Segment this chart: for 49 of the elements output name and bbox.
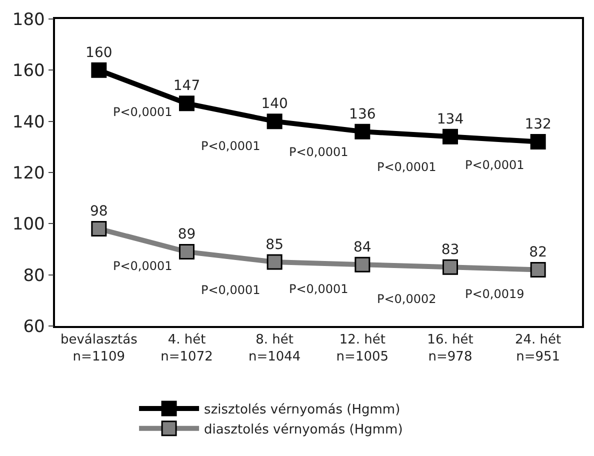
annotation: P<0,0001 xyxy=(289,145,348,159)
annotation: P<0,0001 xyxy=(201,139,260,153)
point xyxy=(442,128,458,144)
x-tick-label: 8. hét n=1044 xyxy=(248,332,301,364)
annotation: P<0,0001 xyxy=(113,105,172,119)
point xyxy=(179,96,194,112)
annotation: P<0,0001 xyxy=(465,158,524,172)
x-tick-label: beválasztás n=1109 xyxy=(60,332,138,364)
data-label: 89 xyxy=(178,226,196,243)
point xyxy=(179,244,194,260)
point xyxy=(354,256,370,272)
annotation: P<0,0002 xyxy=(377,292,436,306)
annotation: P<0,0001 xyxy=(289,282,348,296)
x-tick-label: 4. hét n=1072 xyxy=(160,332,213,364)
y-tick-label: 160 xyxy=(12,61,45,82)
y-tick-label: 100 xyxy=(12,214,45,235)
y-tick-label: 180 xyxy=(12,10,45,30)
legend-label: szisztolés vérnyomás (Hgmm) xyxy=(204,402,400,418)
data-label: 85 xyxy=(266,236,284,253)
legend-label: diasztolés vérnyomás (Hgmm) xyxy=(204,422,403,438)
y-tick-label: 80 xyxy=(23,266,45,286)
data-label: 132 xyxy=(524,116,552,133)
annotation: P<0,0001 xyxy=(113,259,172,273)
data-label: 134 xyxy=(436,111,464,128)
data-label: 83 xyxy=(441,242,460,258)
point xyxy=(266,254,282,270)
data-label: 98 xyxy=(90,204,108,220)
point xyxy=(530,134,546,150)
annotation: P<0,0001 xyxy=(201,283,260,297)
data-label: 160 xyxy=(86,44,112,61)
point xyxy=(530,262,546,278)
x-tick-label: 16. hét n=978 xyxy=(427,332,474,364)
point xyxy=(91,62,107,78)
y-tick-label: 60 xyxy=(23,316,45,337)
data-label: 136 xyxy=(349,106,376,122)
point xyxy=(354,124,370,140)
annotation: P<0,0001 xyxy=(377,160,436,174)
data-label: 84 xyxy=(354,239,372,256)
annotation: P<0,0019 xyxy=(465,287,524,301)
data-label: 82 xyxy=(529,244,547,260)
data-label: 140 xyxy=(261,96,288,112)
y-tick-label: 120 xyxy=(12,163,45,184)
x-tick-label: 24. hét n=951 xyxy=(515,332,562,364)
point xyxy=(266,114,282,130)
y-tick-label: 140 xyxy=(12,112,45,132)
point xyxy=(91,221,107,237)
data-label: 147 xyxy=(173,78,200,94)
point xyxy=(442,259,458,275)
x-tick-label: 12. hét n=1005 xyxy=(336,332,389,364)
